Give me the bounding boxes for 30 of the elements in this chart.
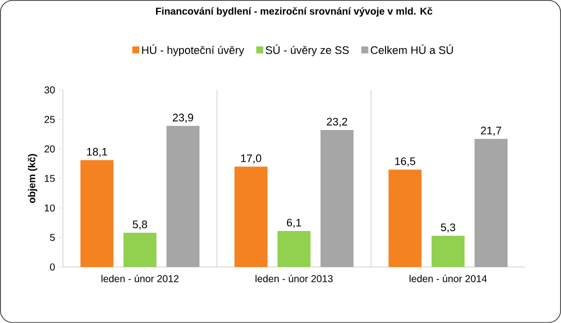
y-tick-label: 15 (44, 175, 55, 182)
data-label: 21,7 (480, 126, 502, 136)
bar (234, 166, 268, 268)
x-tick-label: leden - únor 2014 (410, 274, 487, 282)
chart-title: Financování bydlení - meziroční srovnání vývoje v mld. Kč (156, 7, 432, 17)
y-axis-title: objem (kč) (28, 154, 38, 204)
data-label: 23,9 (172, 114, 194, 123)
legend-label: SÚ - úvěry ze SS (266, 44, 349, 56)
data-label: 17,0 (241, 154, 262, 164)
y-tick-label: 0 (50, 264, 55, 271)
data-label: 16,5 (395, 157, 416, 166)
y-tick-label: 20 (44, 145, 55, 153)
x-tick-label: leden - únor 2012 (102, 274, 179, 282)
bar (278, 231, 311, 268)
bar (80, 160, 114, 268)
bar (123, 232, 156, 268)
y-tick-label: 25 (44, 116, 55, 124)
legend-label: HÚ - hypoteční úvěry (142, 44, 244, 56)
x-tick-label: leden - únor 2013 (256, 274, 333, 282)
data-label: 23,2 (326, 118, 348, 127)
y-tick-label: 30 (44, 86, 55, 94)
data-label: 18,1 (87, 148, 108, 158)
y-tick-label: 5 (50, 234, 55, 241)
data-label: 5,3 (440, 224, 456, 233)
bar (432, 236, 465, 268)
legend-label: Celkem HÚ a SÚ (370, 44, 453, 54)
data-label: 5,8 (132, 220, 148, 230)
data-label: 6,1 (286, 218, 302, 228)
y-tick-label: 10 (44, 204, 55, 212)
bar (388, 170, 422, 268)
